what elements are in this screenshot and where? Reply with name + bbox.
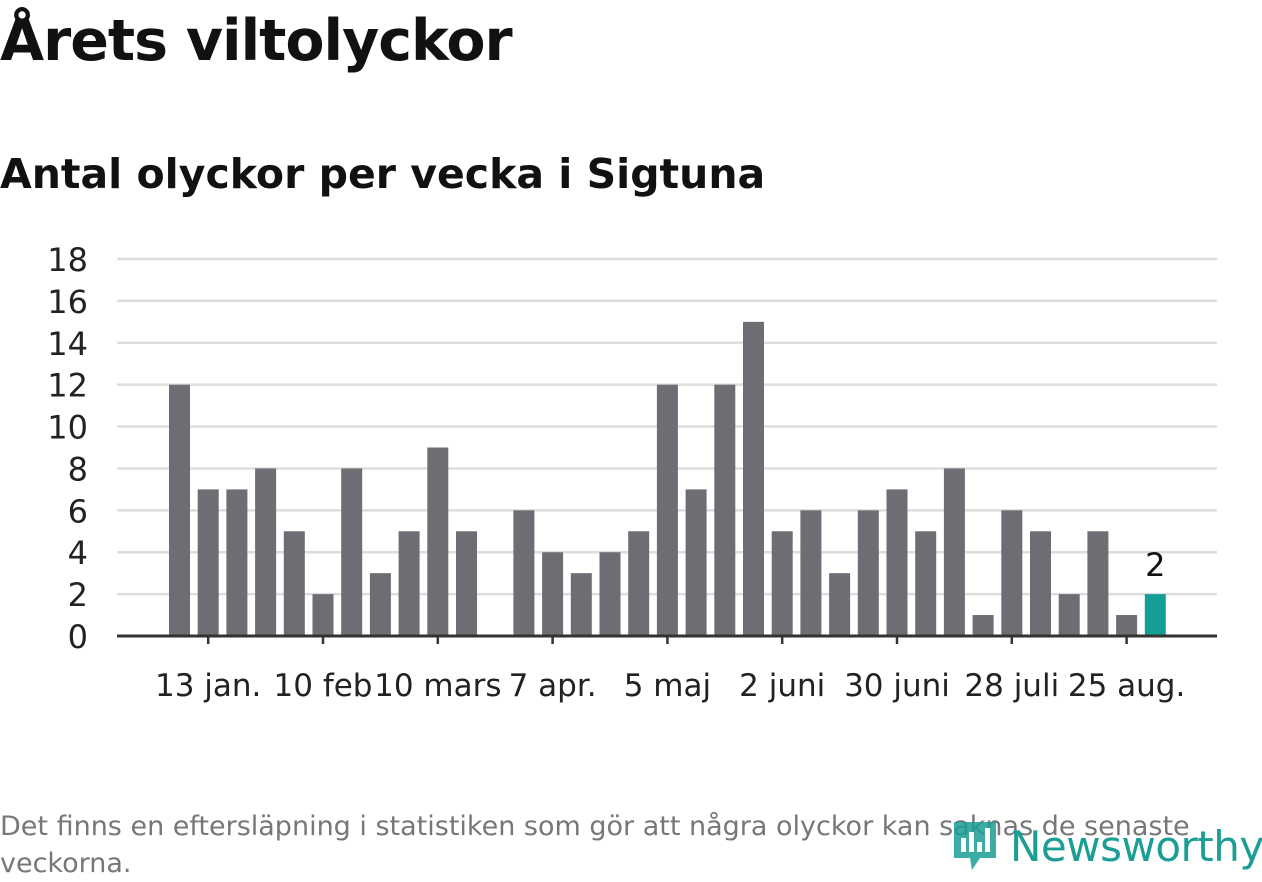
x-axis-ticks: 13 jan. 10 feb 10 mars 7 apr. 5 maj 2 juni 30 … <box>155 636 1185 704</box>
y-tick-label: 4 <box>68 534 88 572</box>
x-tick-label: 10 mars <box>374 668 501 704</box>
chart-title: Årets viltolyckor <box>0 8 513 74</box>
x-tick-label: 28 juli <box>964 668 1059 704</box>
bar <box>169 384 190 636</box>
bar <box>1087 531 1109 636</box>
bar <box>886 489 908 636</box>
bar <box>312 594 334 636</box>
bar-highlight <box>1144 594 1166 636</box>
x-tick-label: 7 apr. <box>509 668 597 704</box>
bar <box>599 552 621 636</box>
bar <box>972 615 994 636</box>
bar <box>628 531 650 636</box>
y-tick-label: 2 <box>68 576 88 614</box>
bar-chart: 0 2 4 6 810 12 14 16 18 13 jan. 10 feb 10 mars 7 ap… <box>47 241 1217 704</box>
x-tick-label: 25 aug. <box>1068 668 1185 704</box>
bar <box>656 384 678 636</box>
chart-subtitle: Antal olyckor per vecka i Sigtuna <box>0 150 766 198</box>
bar <box>915 531 937 636</box>
data-label-last: 2 <box>1145 546 1165 584</box>
y-tick-label: 0 <box>68 618 88 656</box>
y-tick-label: 6 <box>68 492 88 530</box>
bar <box>771 531 793 636</box>
bar <box>283 531 305 636</box>
x-tick-label: 13 jan. <box>155 668 261 704</box>
y-tick-label: 8 <box>68 450 88 488</box>
bar <box>369 573 391 636</box>
bar <box>513 510 535 636</box>
y-axis-ticks: 0 2 4 6 810 12 14 16 18 <box>47 241 88 656</box>
bar <box>857 510 879 636</box>
bar <box>427 447 449 636</box>
x-tick-label: 2 juni <box>739 668 825 704</box>
y-tick-label: 18 <box>47 241 88 279</box>
bar <box>1030 531 1051 636</box>
bar <box>743 321 764 636</box>
bar <box>714 384 736 636</box>
newsworthy-logo-icon <box>954 822 996 870</box>
bar <box>1001 510 1023 636</box>
bar <box>456 531 477 636</box>
bar <box>800 510 822 636</box>
bar <box>1058 594 1080 636</box>
bar <box>570 573 592 636</box>
bar <box>1116 615 1138 636</box>
x-tick-label: 5 maj <box>624 668 711 704</box>
bar <box>398 531 420 636</box>
bar <box>255 468 277 636</box>
bar <box>341 468 363 636</box>
x-tick-label: 30 juni <box>844 668 950 704</box>
y-tick-label: 16 <box>47 283 88 321</box>
bars <box>169 321 1166 636</box>
y-tick-label: 10 <box>47 409 88 447</box>
newsworthy-logo: Newsworthy <box>950 818 1262 874</box>
bar <box>542 552 564 636</box>
bar <box>685 489 707 636</box>
bar <box>829 573 851 636</box>
bar <box>226 489 248 636</box>
y-tick-label: 14 <box>47 325 88 363</box>
bar <box>197 489 219 636</box>
data-labels: 2 <box>1145 546 1165 584</box>
x-tick-label: 10 feb <box>274 668 373 704</box>
y-tick-label: 12 <box>47 367 88 405</box>
newsworthy-logo-text: Newsworthy <box>1010 821 1262 871</box>
bar <box>943 468 965 636</box>
